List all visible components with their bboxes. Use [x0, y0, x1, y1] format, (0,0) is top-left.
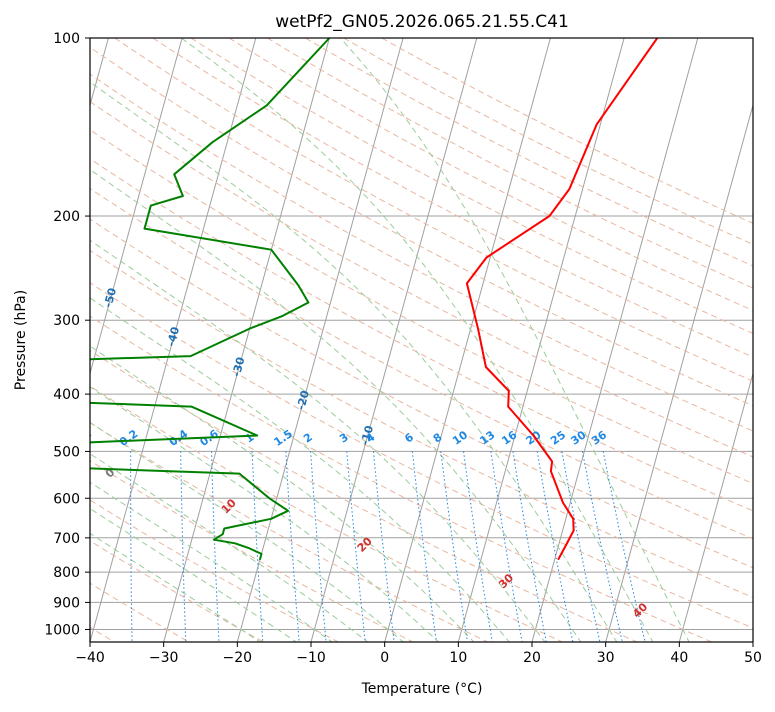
x-tick-label: −40 [75, 650, 105, 666]
y-tick-label: 200 [53, 209, 80, 225]
x-tick-label: 0 [380, 650, 389, 666]
chart-title: wetPf2_GN05.2026.065.21.55.C41 [275, 12, 569, 32]
y-tick-label: 300 [53, 313, 80, 329]
x-tick-label: 40 [670, 650, 688, 666]
y-tick-label: 1000 [44, 622, 80, 638]
x-tick-label: −20 [223, 650, 253, 666]
x-axis-label: Temperature (°C) [361, 681, 483, 697]
y-axis-label: Pressure (hPa) [13, 290, 29, 390]
x-tick-label: 20 [523, 650, 541, 666]
y-tick-label: 400 [53, 387, 80, 403]
y-tick-label: 800 [53, 565, 80, 581]
x-tick-label: 10 [449, 650, 467, 666]
y-tick-label: 700 [53, 531, 80, 547]
x-tick-label: 50 [744, 650, 762, 666]
x-tick-label: −10 [296, 650, 326, 666]
x-tick-label: 30 [597, 650, 615, 666]
y-tick-label: 900 [53, 595, 80, 611]
y-tick-label: 600 [53, 491, 80, 507]
y-tick-label: 500 [53, 444, 80, 460]
y-tick-label: 100 [53, 31, 80, 47]
x-tick-label: −30 [149, 650, 179, 666]
